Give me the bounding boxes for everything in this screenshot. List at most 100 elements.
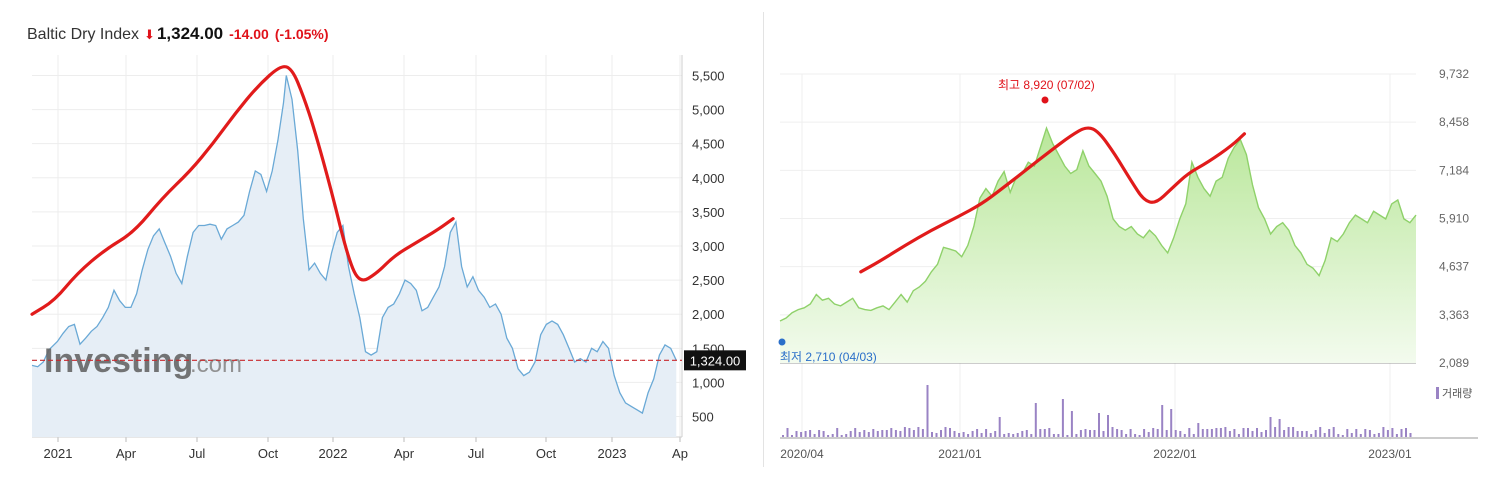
volume-bar [809,430,812,437]
current-price-tag-label: 1,324.00 [690,353,741,368]
volume-bar [1269,417,1272,437]
volume-bar [1377,433,1380,437]
bdi-line-chart[interactable]: 5,500 5,000 4,500 4,000 3,500 3,000 2,500 2,000… [0,0,760,478]
volume-bar [1070,411,1073,437]
x-tick-label: Jul [189,446,206,461]
volume-bar [989,433,992,437]
volume-bar [831,434,834,437]
y-tick-label: 4,000 [692,171,725,186]
panel-divider [763,12,764,467]
volume-bar [1359,434,1362,437]
volume-bar [1386,430,1389,437]
volume-bar [1319,427,1322,437]
volume-bar [1179,431,1182,437]
volume-bar [836,428,839,437]
volume-bar [1346,429,1349,437]
volume-bar [931,432,933,437]
volume-bar [917,427,920,437]
volume-bar [1265,430,1267,437]
volume-bar [1305,431,1308,437]
volume-bar [1030,434,1033,437]
volume-bar [1075,434,1078,437]
volume-bar [1089,430,1091,437]
volume-bar [1111,427,1114,437]
volume-bar [971,431,974,437]
last-price: 1,324.00 [156,24,224,43]
y-tick-label: 9,732 [1439,67,1469,81]
volume-bar [1116,429,1119,437]
volume-bar [1391,428,1394,437]
low-marker [778,338,786,346]
volume-bar [1292,427,1295,437]
x-tick-label: 2022 [319,446,348,461]
watermark-logo: Investing [44,342,193,380]
volume-bar [854,428,857,437]
volume-bar [890,428,893,437]
x-tick-label: 2021 [44,446,73,461]
volume-bar [1129,429,1132,437]
volume-bar [1120,430,1123,437]
volume-bar [1125,434,1128,437]
x-tick-label: 2020/04 [780,447,824,461]
volume-bar [795,431,798,437]
volume-bar [1021,431,1024,437]
volume-bar [949,428,951,437]
volume-bar [921,429,924,437]
y-tick-label: 5,910 [1439,212,1469,226]
volume-bar [1084,429,1087,437]
volume-legend-swatch [1436,387,1439,399]
volume-bar [962,432,965,437]
volume-bar [985,429,988,437]
volume-bar [1043,429,1046,437]
volume-bar [1170,409,1173,437]
volume-bar [1301,431,1304,437]
low-label: 최저 2,710 (04/03) [780,350,877,364]
left-chart-panel: Baltic Dry Index ⬇ 1,324.00 -14.00 (-1.05%) … [0,0,760,478]
volume-bar [1161,405,1164,437]
volume-bar [1310,434,1313,437]
volume-bar [1400,429,1403,437]
right-chart-panel: 9,732 8,458 7,184 5,910 4,637 3,363 2,089 2020/… [770,0,1494,478]
volume-bar [1134,434,1137,437]
volume-bar [1323,433,1326,437]
y-tick-label: 2,089 [1439,356,1469,370]
y-tick-label: 2,500 [692,273,725,288]
y-tick-label: 5,500 [692,68,725,83]
volume-bar [872,429,875,437]
volume-bar [912,430,915,437]
volume-bar [935,433,938,437]
volume-bar [1409,433,1412,437]
y-tick-label: 4,500 [692,137,725,152]
volume-bar [1138,435,1141,437]
price-volume-chart[interactable]: 9,732 8,458 7,184 5,910 4,637 3,363 2,089 2020/… [770,0,1494,478]
volume-bar [885,430,888,437]
volume-bar [980,433,983,437]
x-tick-label: Oct [258,446,279,461]
current-price-tag [684,350,746,371]
volume-bar [1350,433,1353,437]
volume-bar [1368,430,1371,437]
volume-bar [804,431,807,437]
volume-bar [1143,429,1146,437]
volume-bar [1057,434,1060,437]
volume-legend-label: 거래량 [1442,387,1472,400]
x-tick-label: 2023/01 [1368,447,1412,461]
volume-bar [976,429,979,437]
high-label: 최고 8,920 (07/02) [998,78,1095,92]
down-arrow-icon: ⬇ [144,27,155,42]
volume-bar [1102,431,1105,437]
y-tick-label: 3,000 [692,239,725,254]
volume-bar [1233,429,1236,437]
volume-bar [1156,429,1159,437]
x-tick-label: Apr [394,446,415,461]
volume-bar [1228,431,1231,437]
volume-bar [1016,433,1019,437]
volume-bar [958,433,961,437]
volume-bar [1188,428,1191,437]
volume-bar [791,435,793,437]
volume-bar [1224,427,1227,437]
volume-bar [903,427,906,437]
volume-bar [1012,434,1015,437]
x-tick-label: 2022/01 [1153,447,1197,461]
series-area [780,128,1416,363]
